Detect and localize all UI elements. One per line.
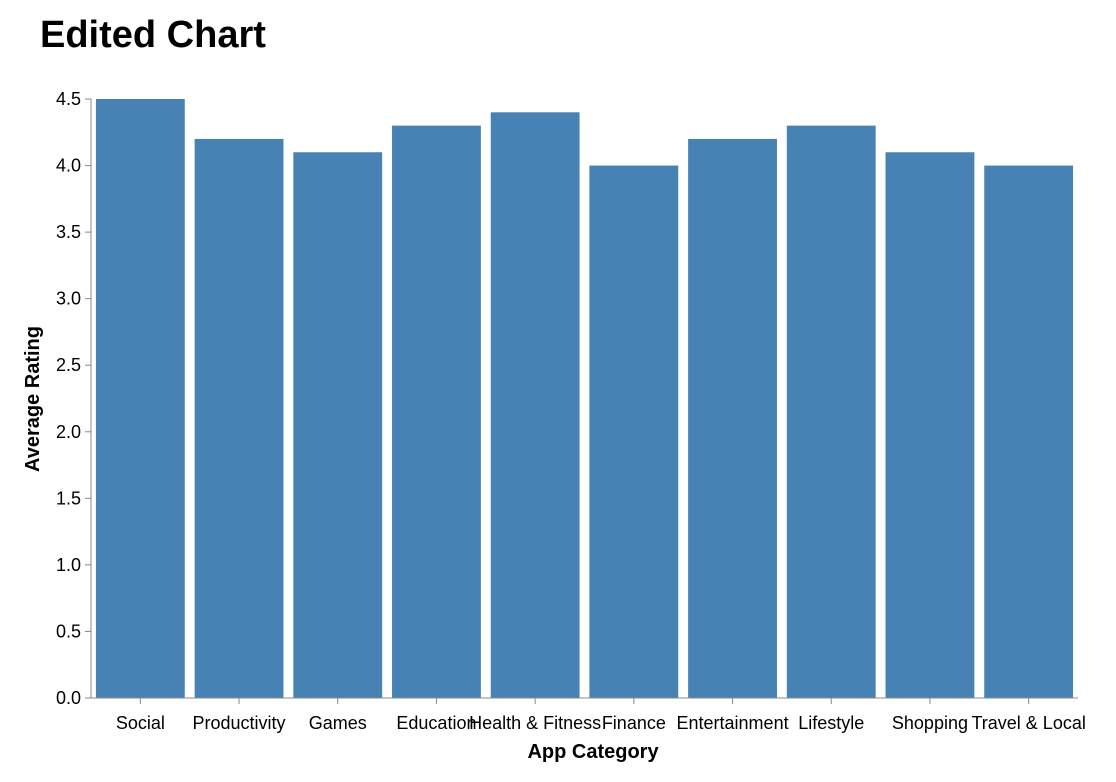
- x-tick-label: Lifestyle: [798, 713, 864, 733]
- x-tick-label: Finance: [602, 713, 666, 733]
- x-tick-label: Travel & Local: [971, 713, 1085, 733]
- chart-title: Edited Chart: [40, 14, 266, 56]
- bar-shopping: [885, 152, 975, 698]
- x-tick-label: Education: [396, 713, 476, 733]
- y-axis: 0.0 0.5 1.0 1.5 2.0 2.5 3.0 3.5 4.0 4.5: [56, 89, 92, 708]
- y-tick-label: 2.5: [56, 355, 81, 375]
- y-tick-label: 4.5: [56, 89, 81, 109]
- y-tick-label: 0.5: [56, 621, 81, 641]
- bar-lifestyle: [786, 125, 876, 699]
- x-tick-label: Entertainment: [677, 713, 789, 733]
- bar-travel-local: [984, 165, 1074, 699]
- y-tick-label: 2.0: [56, 422, 81, 442]
- x-tick-label: Productivity: [193, 713, 286, 733]
- bar-entertainment: [688, 138, 777, 698]
- x-tick-label: Games: [309, 713, 367, 733]
- y-axis-title: Average Rating: [22, 326, 44, 472]
- x-tick-label: Shopping: [892, 713, 968, 733]
- y-tick-label: 0.0: [56, 688, 81, 708]
- y-tick-label: 3.5: [56, 222, 81, 242]
- bar-finance: [589, 165, 679, 699]
- bars-layer: [95, 99, 1074, 699]
- bar-education: [392, 125, 481, 699]
- x-tick-label: Health & Fitness: [469, 713, 601, 733]
- bar-productivity: [194, 138, 284, 698]
- bar-health-fitness: [490, 112, 580, 699]
- y-tick-label: 1.0: [56, 555, 81, 575]
- y-tick-label: 4.0: [56, 156, 81, 176]
- y-tick-label: 1.5: [56, 488, 81, 508]
- bar-games: [293, 152, 383, 698]
- y-tick-label: 3.0: [56, 289, 81, 309]
- bar-social: [95, 99, 185, 698]
- x-axis-title: App Category: [527, 741, 659, 763]
- x-tick-label: Social: [116, 713, 165, 733]
